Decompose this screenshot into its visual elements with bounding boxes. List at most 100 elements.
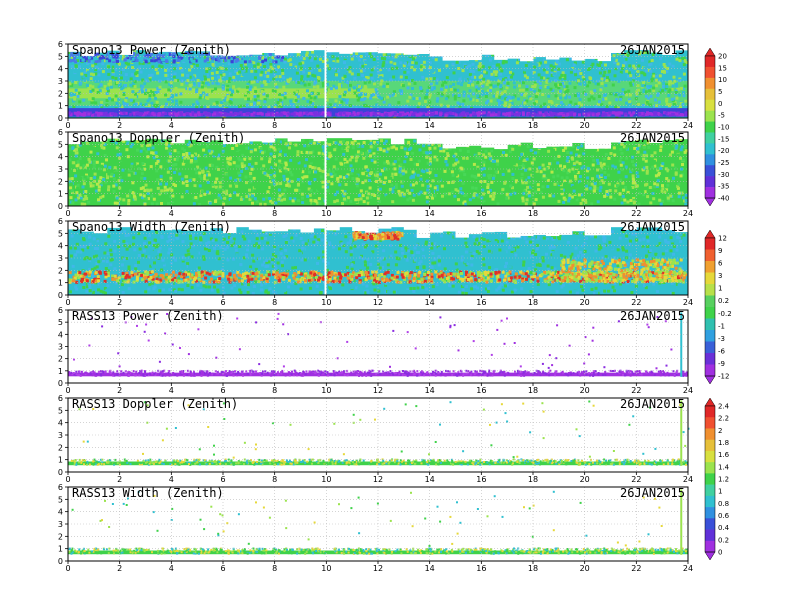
colorbar-label: 1.4	[718, 463, 730, 471]
colorbar-swatch	[705, 330, 715, 342]
x-tick-label: 10	[321, 298, 331, 307]
x-tick-label: 20	[580, 564, 590, 573]
colorbar-swatch	[705, 364, 715, 377]
colorbar-bottom-arrow	[704, 375, 716, 385]
x-tick-label: 2	[117, 564, 122, 573]
colorbar-label: -5	[718, 112, 725, 120]
x-tick-label: 12	[373, 386, 383, 395]
panel-title: Spano13 Doppler (Zenith)	[72, 131, 245, 145]
x-tick-label: 22	[631, 564, 641, 573]
x-tick-label: 2	[117, 209, 122, 218]
y-tick-label: 4	[58, 153, 63, 162]
x-tick-label: 18	[528, 298, 538, 307]
y-tick-label: 2	[58, 177, 63, 186]
panel-date: 26JAN2015	[620, 397, 685, 411]
colorbar-label: 0	[718, 549, 722, 557]
grid-lines	[68, 221, 688, 295]
colorbar-top-arrow	[704, 229, 716, 239]
y-tick-label: 1	[58, 279, 63, 288]
x-tick-label: 2	[117, 386, 122, 395]
x-tick-label: 22	[631, 121, 641, 130]
colorbar-swatch	[705, 507, 715, 519]
colorbar: 12 9 6 3 1 0.2 -0.2 -1 -3 -6 -9 -12	[704, 229, 732, 385]
colorbar-swatch	[705, 307, 715, 319]
y-tick-label: 4	[58, 508, 63, 517]
colorbar-label: -35	[718, 183, 729, 191]
colorbar-label: -12	[718, 373, 729, 381]
x-tick-label: 14	[425, 564, 435, 573]
colorbar-label: 1.2	[718, 476, 729, 484]
colorbar-label: -10	[718, 124, 729, 132]
colorbar-swatch	[705, 353, 715, 365]
x-tick-label: 22	[631, 475, 641, 484]
x-tick-label: 16	[476, 209, 486, 218]
x-tick-label: 24	[683, 209, 693, 218]
x-tick-label: 22	[631, 298, 641, 307]
x-tick-label: 10	[321, 386, 331, 395]
colorbar-swatch	[705, 88, 715, 100]
y-tick-label: 2	[58, 532, 63, 541]
colorbar-label: 2	[718, 427, 722, 435]
x-tick-label: 4	[169, 209, 174, 218]
x-tick-label: 20	[580, 475, 590, 484]
y-tick-label: 3	[58, 165, 63, 174]
y-tick-label: 3	[58, 77, 63, 86]
y-tick-label: 6	[58, 483, 63, 492]
y-tick-label: 4	[58, 65, 63, 74]
colorbar-swatch	[705, 187, 715, 199]
colorbar-swatch	[705, 249, 715, 262]
heatmap-field	[68, 221, 689, 295]
y-tick-label: 3	[58, 431, 63, 440]
x-tick-label: 2	[117, 475, 122, 484]
x-tick-label: 14	[425, 475, 435, 484]
panel-title: Spano13 Width (Zenith)	[72, 220, 231, 234]
colorbar-label: 1	[718, 488, 722, 496]
x-tick-label: 18	[528, 386, 538, 395]
x-tick-label: 24	[683, 298, 693, 307]
x-tick-label: 24	[683, 564, 693, 573]
y-tick-label: 6	[58, 394, 63, 403]
y-tick-label: 1	[58, 456, 63, 465]
colorbar-label: -30	[718, 171, 729, 179]
x-tick-label: 8	[272, 121, 277, 130]
colorbar-swatch	[705, 495, 715, 508]
colorbar-label: -6	[718, 347, 726, 355]
colorbar: 20 15 10 5 0 -5 -10 -15 -20 -25 -30 -35 -40	[704, 47, 729, 207]
x-tick-label: 12	[373, 475, 383, 484]
y-tick-label: 6	[58, 40, 63, 49]
colorbar-swatch	[705, 56, 715, 68]
colorbar-top-arrow	[704, 397, 716, 407]
colorbar-label: 0.6	[718, 512, 730, 520]
colorbar-swatch	[705, 417, 715, 429]
colorbar-label: -25	[718, 159, 729, 167]
colorbar-label: 0.8	[718, 500, 729, 508]
y-tick-label: 3	[58, 254, 63, 263]
colorbar-swatch	[705, 66, 715, 79]
colorbar-label: -0.2	[718, 310, 732, 318]
x-tick-label: 14	[425, 298, 435, 307]
x-tick-label: 12	[373, 209, 383, 218]
colorbar-label: -40	[718, 195, 729, 203]
y-tick-label: 5	[58, 495, 63, 504]
x-tick-label: 8	[272, 564, 277, 573]
panel-date: 26JAN2015	[620, 131, 685, 145]
x-tick-label: 10	[321, 475, 331, 484]
x-tick-label: 16	[476, 564, 486, 573]
x-tick-label: 18	[528, 564, 538, 573]
colorbar-label: -15	[718, 135, 729, 143]
x-tick-label: 4	[169, 386, 174, 395]
x-tick-label: 8	[272, 209, 277, 218]
colorbar-swatch	[705, 272, 715, 285]
y-tick-label: 4	[58, 242, 63, 251]
grid-lines	[68, 487, 688, 561]
x-tick-label: 8	[272, 386, 277, 395]
x-tick-label: 16	[476, 386, 486, 395]
y-tick-label: 3	[58, 520, 63, 529]
y-tick-label: 1	[58, 545, 63, 554]
grid-lines	[68, 310, 688, 383]
colorbar-swatch	[705, 143, 715, 155]
